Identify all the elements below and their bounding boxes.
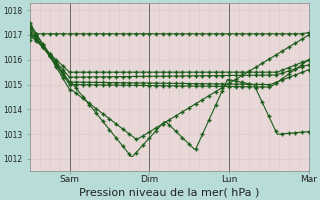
X-axis label: Pression niveau de la mer( hPa ): Pression niveau de la mer( hPa ) <box>79 187 260 197</box>
